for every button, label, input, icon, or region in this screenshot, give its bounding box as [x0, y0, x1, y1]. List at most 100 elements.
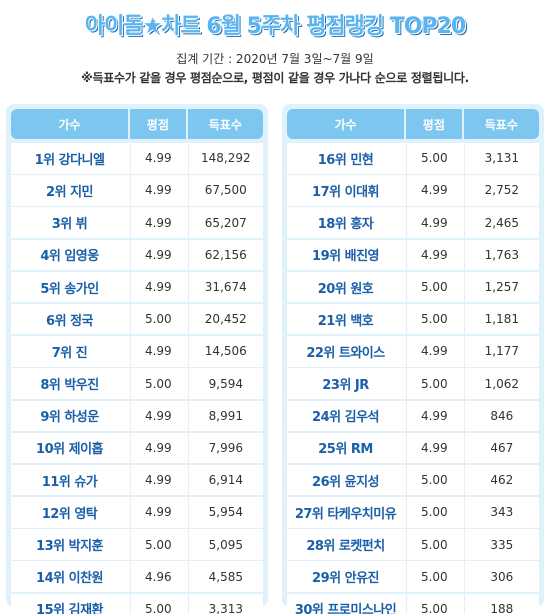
score-cell: 4.99	[130, 464, 186, 496]
votes-cell: 1,257	[463, 271, 539, 303]
score-cell: 4.99	[406, 400, 462, 431]
column-header-votes: 득표수	[187, 109, 263, 139]
artist-rank-name: 21위 백호	[317, 313, 374, 329]
votes-cell: 1,177	[463, 336, 539, 367]
votes-cell: 65,207	[187, 207, 263, 238]
score-cell: 5.00	[406, 561, 462, 592]
table-row: 8위 박우진 5.00 9,594	[11, 368, 263, 399]
artist-rank-name: 6위 정국	[46, 313, 93, 329]
votes-cell: 335	[463, 529, 539, 560]
artist-rank-name: 13위 박지훈	[36, 539, 103, 554]
table-row: 4위 임영웅 4.99 62,156	[11, 239, 263, 271]
votes-cell: 67,500	[187, 175, 263, 206]
column-header-score: 평점	[130, 109, 186, 139]
score-cell: 4.99	[130, 336, 186, 367]
votes-cell: 148,292	[187, 143, 263, 174]
table-header: 가수 평점 득표수	[287, 109, 539, 139]
score-cell: 5.00	[130, 303, 186, 335]
table-row: 15위 김재환 5.00 3,313	[11, 593, 263, 614]
artist-rank-name: 18위 홍자	[317, 217, 374, 233]
table-row: 12위 영탁 4.99 5,954	[11, 497, 263, 528]
table-row: 17위 이대휘 4.99 2,752	[287, 175, 539, 206]
votes-cell: 4,585	[187, 561, 263, 592]
score-cell: 5.00	[406, 143, 462, 174]
artist-rank-name: 17위 이대휘	[312, 184, 379, 200]
column-header-votes: 득표수	[463, 109, 539, 139]
score-cell: 4.99	[406, 239, 462, 271]
table-row: 18위 홍자 4.99 2,465	[287, 207, 539, 238]
artist-rank-name: 8위 박우진	[40, 378, 99, 394]
column-header-score: 평점	[406, 109, 462, 139]
artist-rank-name: 3위 뷔	[51, 217, 88, 233]
artist-rank-name: 28위 로켓펀치	[306, 539, 385, 554]
votes-cell: 6,914	[187, 464, 263, 496]
table-row: 13위 박지훈 5.00 5,095	[11, 529, 263, 560]
table-row: 27위 타케우치미유 5.00 343	[287, 497, 539, 528]
votes-cell: 2,465	[463, 207, 539, 238]
table-row: 3위 뷔 4.99 65,207	[11, 207, 263, 238]
score-cell: 4.99	[130, 400, 186, 431]
artist-rank-name: 11위 슈가	[41, 474, 98, 490]
table-row: 14위 이찬원 4.96 4,585	[11, 561, 263, 592]
votes-cell: 1,181	[463, 303, 539, 335]
column-header-name: 가수	[11, 109, 129, 139]
artist-rank-name: 20위 원호	[317, 281, 374, 297]
table-row: 20위 원호 5.00 1,257	[287, 271, 539, 303]
artist-rank-name: 9위 하성운	[40, 410, 99, 426]
votes-cell: 1,062	[463, 368, 539, 399]
artist-rank-name: 26위 윤지성	[312, 474, 379, 490]
ranking-table-left: 가수 평점 득표수 1위 강다니엘 4.99 148,292 2위 지민 4.99 67,…	[6, 104, 268, 614]
votes-cell: 462	[463, 464, 539, 496]
votes-cell: 8,991	[187, 400, 263, 431]
score-cell: 5.00	[130, 368, 186, 399]
table-row: 9위 하성운 4.99 8,991	[11, 400, 263, 431]
score-cell: 4.99	[130, 271, 186, 303]
artist-rank-name: 27위 타케우치미유	[294, 506, 397, 522]
votes-cell: 20,452	[187, 303, 263, 335]
score-cell: 4.99	[130, 143, 186, 174]
table-body: 16위 민현 5.00 3,131 17위 이대휘 4.99 2,752 18위 홍자 4.9…	[287, 143, 539, 614]
artist-rank-name: 2위 지민	[46, 184, 93, 200]
header: 아이돌★차트 6월 5주차 평점랭킹 TOP20 집계 기간 : 2020년 7…	[0, 0, 550, 100]
artist-rank-name: 12위 영탁	[41, 506, 98, 522]
score-cell: 5.00	[406, 464, 462, 496]
score-cell: 5.00	[406, 529, 462, 560]
score-cell: 5.00	[406, 368, 462, 399]
aggregation-period: 집계 기간 : 2020년 7월 3일~7월 9일	[176, 52, 374, 66]
artist-rank-name: 4위 임영웅	[40, 249, 99, 265]
table-row: 24위 김우석 4.99 846	[287, 400, 539, 431]
table-header: 가수 평점 득표수	[11, 109, 263, 139]
table-row: 26위 윤지성 5.00 462	[287, 464, 539, 496]
table-row: 30위 프로미스나인 5.00 188	[287, 593, 539, 614]
table-row: 7위 진 4.99 14,506	[11, 336, 263, 367]
artist-rank-name: 22위 트와이스	[306, 345, 385, 361]
score-cell: 4.99	[130, 175, 186, 206]
table-row: 6위 정국 5.00 20,452	[11, 303, 263, 335]
score-cell: 5.00	[406, 271, 462, 303]
votes-cell: 467	[463, 432, 539, 464]
votes-cell: 846	[463, 400, 539, 431]
column-header-name: 가수	[287, 109, 405, 139]
score-cell: 5.00	[130, 529, 186, 560]
table-row: 25위 RM 4.99 467	[287, 432, 539, 464]
votes-cell: 5,954	[187, 497, 263, 528]
score-cell: 5.00	[406, 497, 462, 528]
score-cell: 4.99	[406, 175, 462, 206]
votes-cell: 188	[463, 593, 539, 614]
ranking-table-right: 가수 평점 득표수 16위 민현 5.00 3,131 17위 이대휘 4.99 2,75…	[282, 104, 544, 614]
table-row: 19위 배진영 4.99 1,763	[287, 239, 539, 271]
score-cell: 4.99	[406, 336, 462, 367]
table-row: 28위 로켓펀치 5.00 335	[287, 529, 539, 560]
artist-rank-name: 1위 강다니엘	[34, 152, 105, 168]
artist-rank-name: 23위 JR	[322, 378, 369, 394]
table-row: 1위 강다니엘 4.99 148,292	[11, 143, 263, 174]
score-cell: 5.00	[406, 303, 462, 335]
votes-cell: 3,313	[187, 593, 263, 614]
votes-cell: 5,095	[187, 529, 263, 560]
table-row: 23위 JR 5.00 1,062	[287, 368, 539, 399]
artist-rank-name: 30위 프로미스나인	[294, 603, 397, 614]
score-cell: 4.99	[406, 207, 462, 238]
score-cell: 4.99	[130, 432, 186, 464]
score-cell: 4.99	[406, 432, 462, 464]
sort-note: ※득표수가 같을 경우 평점순으로, 평점이 같을 경우 가나다 순으로 정렬됩…	[81, 71, 469, 85]
